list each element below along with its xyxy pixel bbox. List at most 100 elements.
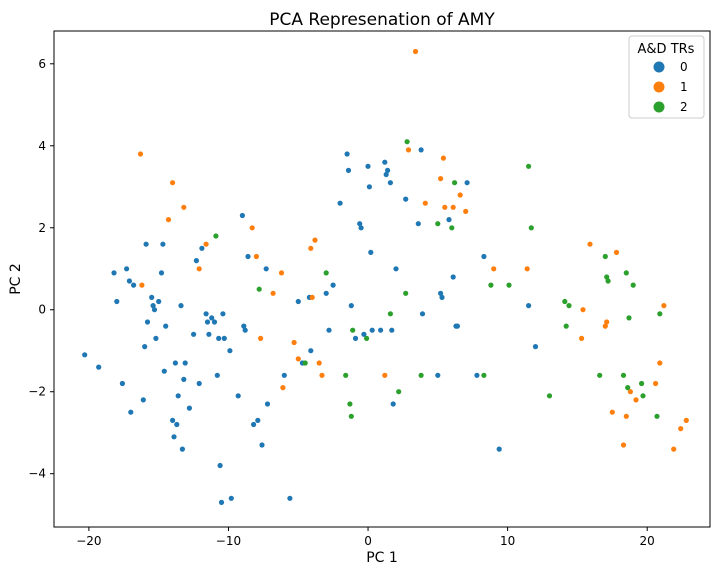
point-series-0 <box>242 327 248 333</box>
point-series-0 <box>156 298 162 305</box>
point-series-1 <box>653 380 659 387</box>
legend: A&D TRs 0 1 2 <box>628 35 705 119</box>
point-series-0 <box>387 180 393 186</box>
point-series-1 <box>295 356 301 362</box>
x-tick-label: −10 <box>216 534 241 548</box>
point-series-1 <box>316 360 322 366</box>
point-series-0 <box>308 348 314 354</box>
point-series-2 <box>213 233 219 239</box>
point-series-1 <box>308 245 314 251</box>
point-series-1 <box>319 372 325 378</box>
point-series-1 <box>623 413 629 419</box>
point-series-1 <box>280 385 286 391</box>
point-series-0 <box>418 147 424 153</box>
point-series-0 <box>435 372 441 378</box>
legend-label-0: 0 <box>680 60 688 74</box>
point-series-0 <box>211 319 218 325</box>
y-tick-label: 2 <box>38 221 46 235</box>
point-series-2 <box>639 380 645 387</box>
point-series-0 <box>96 364 102 370</box>
point-series-0 <box>209 315 215 321</box>
point-series-2 <box>640 393 646 399</box>
y-tick-label: 4 <box>38 139 46 153</box>
point-series-0 <box>393 266 399 272</box>
legend-marker-0 <box>653 61 665 73</box>
point-series-0 <box>227 348 233 354</box>
point-series-0 <box>206 331 212 337</box>
point-series-0 <box>352 335 359 341</box>
point-series-2 <box>604 274 610 280</box>
point-series-0 <box>151 307 158 313</box>
point-series-0 <box>193 258 199 264</box>
point-series-0 <box>228 495 234 501</box>
y-tick-label: −4 <box>28 467 46 481</box>
point-series-0 <box>245 253 251 260</box>
point-series-2 <box>630 282 636 288</box>
point-series-0 <box>403 196 409 202</box>
point-series-0 <box>181 376 187 382</box>
legend-label-2: 2 <box>680 100 688 114</box>
point-series-2 <box>597 372 603 378</box>
point-series-1 <box>602 323 608 329</box>
x-tick-label: 20 <box>640 534 655 548</box>
x-axis-ticks: −20 −10 0 10 20 <box>76 527 655 548</box>
point-series-0 <box>196 380 202 387</box>
point-series-2 <box>348 413 354 419</box>
point-series-1 <box>203 241 209 247</box>
point-series-0 <box>114 298 120 305</box>
point-series-0 <box>496 446 502 452</box>
point-series-1 <box>587 241 593 247</box>
point-series-0 <box>160 241 166 247</box>
point-series-0 <box>369 327 375 333</box>
legend-box <box>628 35 705 119</box>
x-tick-label: 0 <box>364 534 372 548</box>
point-series-2 <box>347 401 353 407</box>
x-tick-label: 10 <box>500 534 515 548</box>
point-series-0 <box>464 180 470 186</box>
point-series-0 <box>172 360 178 366</box>
point-series-0 <box>131 282 137 288</box>
point-series-0 <box>287 495 293 501</box>
point-series-2 <box>506 282 512 288</box>
point-series-0 <box>241 323 247 329</box>
point-series-1 <box>609 409 615 415</box>
point-series-1 <box>382 372 388 378</box>
point-series-0 <box>323 290 329 296</box>
point-series-2 <box>481 372 487 378</box>
point-series-0 <box>178 303 184 309</box>
point-series-0 <box>385 167 391 173</box>
point-series-0 <box>251 421 257 428</box>
point-series-0 <box>389 327 395 333</box>
point-series-2 <box>605 278 611 284</box>
point-series-2 <box>546 393 553 399</box>
point-series-1 <box>442 204 448 210</box>
point-series-0 <box>446 217 452 223</box>
point-series-0 <box>124 266 130 272</box>
point-series-2 <box>602 253 608 260</box>
point-series-1 <box>579 335 585 341</box>
point-series-0 <box>204 319 211 325</box>
point-series-2 <box>364 335 370 341</box>
point-series-2 <box>256 286 262 292</box>
point-series-2 <box>418 372 424 378</box>
point-series-0 <box>170 417 176 423</box>
point-series-0 <box>255 417 261 423</box>
point-series-0 <box>326 327 332 333</box>
point-series-0 <box>191 331 197 337</box>
point-series-0 <box>330 282 336 288</box>
point-series-0 <box>348 303 354 309</box>
point-series-0 <box>281 372 287 378</box>
point-series-0 <box>415 221 421 227</box>
point-series-2 <box>452 180 458 186</box>
point-series-2 <box>343 372 349 378</box>
point-series-0 <box>111 270 117 276</box>
point-series-0 <box>82 352 88 358</box>
point-series-2 <box>562 298 568 305</box>
point-series-2 <box>449 225 455 231</box>
point-series-0 <box>365 163 371 169</box>
point-series-1 <box>249 225 255 231</box>
point-series-0 <box>383 171 389 178</box>
point-series-1 <box>137 151 144 157</box>
point-series-0 <box>481 253 487 260</box>
point-series-1 <box>491 266 497 272</box>
